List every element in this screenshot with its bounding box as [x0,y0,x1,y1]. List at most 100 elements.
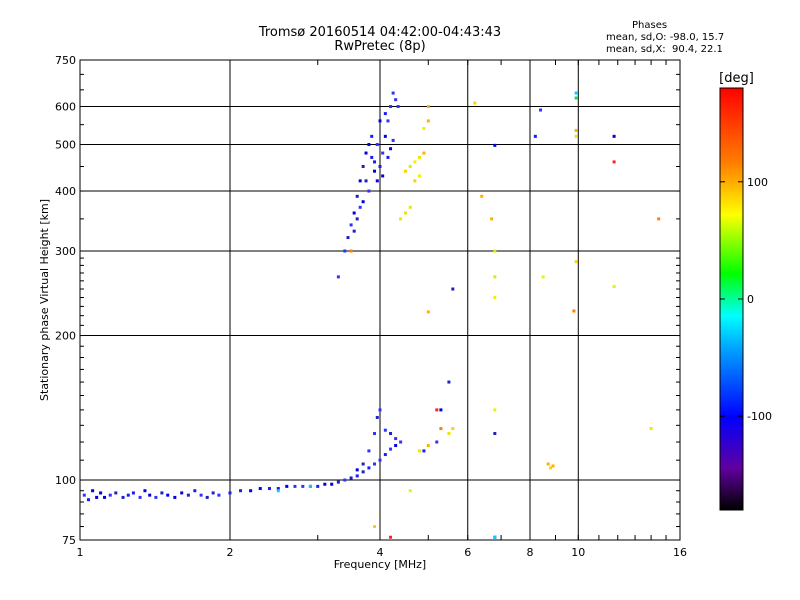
data-point [127,494,130,497]
data-point [365,179,368,182]
data-point [343,479,346,482]
data-point [409,165,412,168]
x-tick-label: 2 [227,546,234,559]
x-tick-label: 1 [77,546,84,559]
data-point [389,432,392,435]
data-point [422,449,425,452]
data-point [427,444,430,447]
data-point [350,223,353,226]
data-point [422,127,425,130]
data-point [356,195,359,198]
data-point [404,212,407,215]
data-point [451,288,454,291]
data-point [439,408,442,411]
data-point [493,536,496,539]
data-point [493,432,496,435]
data-point [547,462,550,465]
data-point [114,491,117,494]
x-tick-label: 6 [464,546,471,559]
data-point [160,491,163,494]
data-point [193,489,196,492]
grid-layer [80,60,680,540]
data-point [212,491,215,494]
data-point [359,206,362,209]
data-point [91,489,94,492]
data-point [122,496,125,499]
data-point [173,496,176,499]
data-point [542,275,545,278]
data-point [389,536,392,539]
data-point [418,449,421,452]
data-point [229,491,232,494]
data-point [376,416,379,419]
data-point [384,112,387,115]
data-point [301,485,304,488]
data-point [370,135,373,138]
data-point [493,250,496,253]
data-point [384,453,387,456]
y-tick-label: 75 [62,534,76,547]
ticks-layer: 1 2 4 6 8 10 16 75 100 200 300 400 500 600 750 [55,54,687,559]
data-point [439,427,442,430]
data-point [337,275,340,278]
data-point [285,485,288,488]
data-point [451,427,454,430]
data-point [200,494,203,497]
data-point [427,119,430,122]
data-point [384,135,387,138]
data-point [350,476,353,479]
data-point [447,381,450,384]
data-point [103,496,106,499]
data-point [367,466,370,469]
data-point [353,212,356,215]
data-point [309,485,312,488]
data-point [277,489,280,492]
data-point [399,217,402,220]
data-point [386,156,389,159]
data-point [148,494,151,497]
data-point [239,489,242,492]
data-point [83,494,86,497]
data-point [293,485,296,488]
data-point [392,139,395,142]
data-point [389,448,392,451]
y-tick-label: 200 [55,330,76,343]
data-point [376,143,379,146]
data-point [268,487,271,490]
data-point [386,119,389,122]
data-point [575,129,578,132]
x-tick-label: 8 [527,546,534,559]
data-point [359,179,362,182]
data-point [154,496,157,499]
data-point [394,437,397,440]
data-point [575,97,578,100]
data-point [373,462,376,465]
data-point [143,489,146,492]
data-point [657,217,660,220]
data-point [379,119,382,122]
data-point [389,147,392,150]
data-point [95,496,98,499]
data-point [534,135,537,138]
data-point [394,98,397,101]
y-tick-label: 300 [55,245,76,258]
data-point [356,217,359,220]
data-point [427,310,430,313]
data-point [473,102,476,105]
data-point [373,432,376,435]
data-point [373,525,376,528]
data-point [397,105,400,108]
x-tick-label: 16 [673,546,687,559]
colorbar-tick-label: -100 [747,410,772,423]
data-point [367,449,370,452]
data-point [139,496,142,499]
data-point [422,152,425,155]
ionogram-chart: 1 2 4 6 8 10 1675100200300400500600750 Frequen… [0,0,800,600]
data-point [389,105,392,108]
x-tick-label: 10 [571,546,585,559]
data-point [343,250,346,253]
data-point [650,427,653,430]
data-point [370,156,373,159]
y-tick-label: 100 [55,474,76,487]
data-point [323,483,326,486]
